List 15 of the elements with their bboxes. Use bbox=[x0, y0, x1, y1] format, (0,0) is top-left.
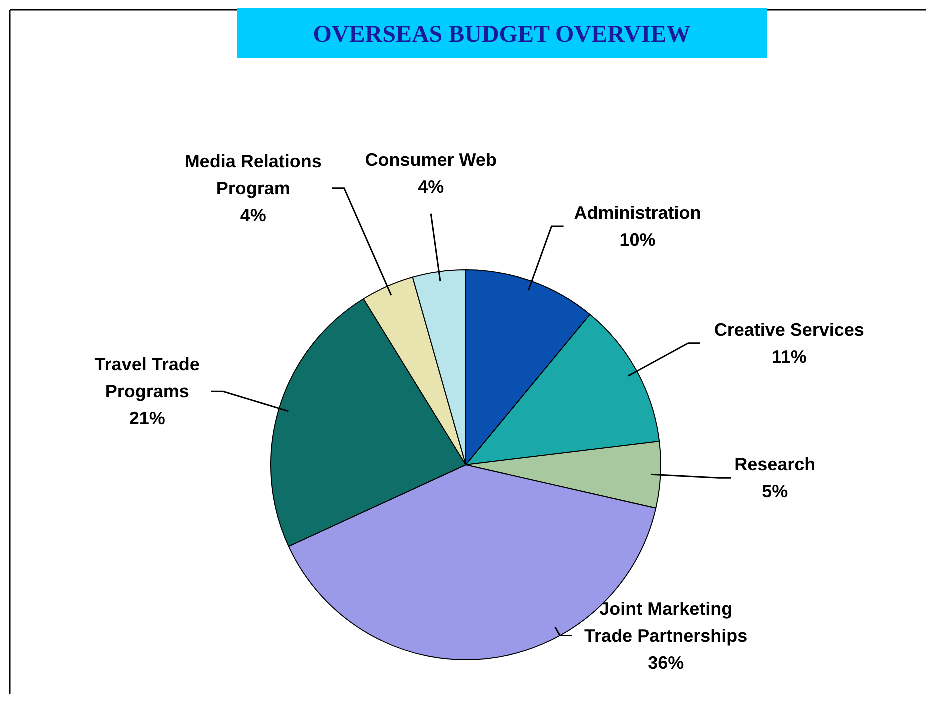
data-label: 36% bbox=[648, 652, 684, 673]
slice-label: Research bbox=[734, 454, 816, 475]
data-label: 10% bbox=[620, 230, 656, 250]
slice-label: Travel Trade Programs bbox=[94, 354, 200, 402]
slice-label: Media Relations Program bbox=[184, 151, 322, 198]
slice-label: Joint Marketing Trade Partnerships bbox=[584, 598, 748, 646]
slice-label: Administration bbox=[574, 202, 702, 223]
data-label: 4% bbox=[240, 205, 266, 226]
data-label: 21% bbox=[129, 408, 166, 429]
slice-label: Creative Services bbox=[714, 320, 864, 340]
data-label: 5% bbox=[762, 482, 788, 502]
chart-title: OVERSEAS BUDGET OVERVIEW bbox=[313, 22, 691, 48]
data-label: 4% bbox=[418, 176, 444, 197]
slice-label: Consumer Web bbox=[365, 150, 497, 170]
data-label: 11% bbox=[772, 346, 807, 367]
